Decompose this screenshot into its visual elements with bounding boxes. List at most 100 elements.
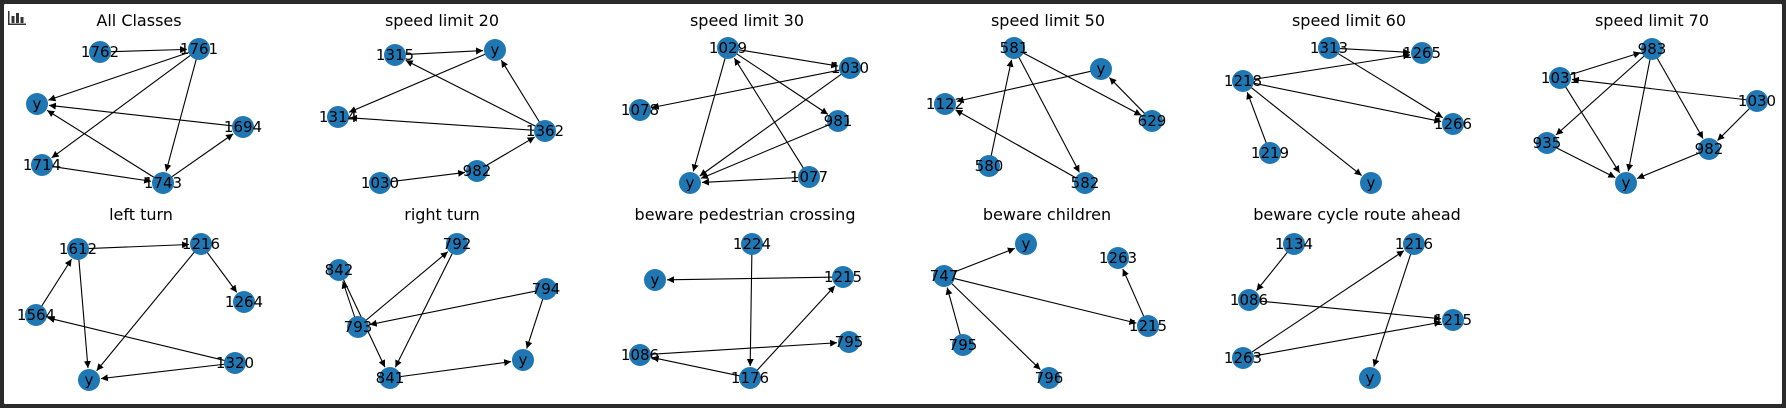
- graph-edge: [733, 57, 806, 172]
- graph-edge: [1248, 250, 1405, 355]
- graph-edge: [1552, 145, 1616, 179]
- graph-edge: [734, 48, 839, 69]
- graph-node: [534, 120, 556, 142]
- graph-node: [188, 38, 210, 60]
- graph-edge: [1717, 105, 1753, 141]
- graph-node-label: 983: [1638, 40, 1667, 58]
- graph-edge: [46, 109, 158, 180]
- graph-edge: [84, 241, 190, 250]
- graph-edge: [949, 247, 1016, 275]
- graph-node-label: 629: [1138, 112, 1167, 130]
- graph-edge: [1016, 53, 1080, 173]
- graph-node: [152, 172, 174, 194]
- graph-edge: [341, 281, 357, 321]
- graph-title: speed limit 60: [1292, 11, 1406, 30]
- graph-edge: [1109, 77, 1148, 117]
- graph-edge: [1249, 81, 1442, 124]
- graph-edge: [699, 71, 845, 177]
- graph-node: [644, 269, 666, 291]
- graph-node: [739, 367, 761, 389]
- graph-node: [233, 291, 255, 313]
- graph-node: [827, 110, 849, 132]
- graph-edge: [401, 47, 484, 56]
- graph-node-label: 1216: [1395, 235, 1433, 253]
- graph-node-label: 1215: [824, 268, 862, 286]
- graph-node-label: y: [33, 95, 42, 113]
- graph-edge: [349, 114, 539, 132]
- graph-node: [934, 93, 956, 115]
- graph-node-label: 796: [1035, 369, 1064, 387]
- graph-node-label: 793: [344, 318, 373, 336]
- graph-title: right turn: [404, 205, 480, 224]
- graph-edge: [405, 59, 540, 129]
- graph-edge: [701, 176, 803, 186]
- graph-edge: [1249, 319, 1442, 358]
- graph-node-label: y: [519, 351, 528, 369]
- graph-node: [89, 41, 111, 63]
- graph-title: beware children: [983, 205, 1111, 224]
- graph-edge: [1571, 76, 1751, 101]
- graph-node-label: y: [1022, 235, 1031, 253]
- graph-edge: [733, 51, 829, 115]
- graph-node: [1259, 142, 1281, 164]
- graph-edge: [1246, 92, 1269, 148]
- graph-edge: [78, 255, 91, 369]
- graph-title: beware cycle route ahead: [1253, 205, 1461, 224]
- graph-node: [232, 116, 254, 138]
- graph-node: [1318, 37, 1340, 59]
- graph-node-label: 1077: [790, 168, 828, 186]
- graph-node-label: 1694: [224, 118, 262, 136]
- graph-edge: [106, 46, 188, 54]
- graph-edge: [394, 249, 455, 368]
- graph-node: [1141, 110, 1163, 132]
- figure-canvas: [4, 4, 1782, 404]
- graph-node: [952, 334, 974, 356]
- graph-node-label: 1219: [1251, 144, 1289, 162]
- graph-node-label: 795: [835, 333, 864, 351]
- graph-node: [369, 172, 391, 194]
- graph-node-label: 1029: [709, 39, 747, 57]
- graph-edge: [482, 136, 535, 169]
- graph-1: speed limit 20 1315 y 1314 1362 1030 982: [319, 11, 564, 194]
- graph-title: All Classes: [96, 11, 181, 30]
- bar-chart-icon[interactable]: [8, 11, 26, 25]
- graph-node: [1360, 172, 1382, 194]
- graph-edge: [950, 277, 1137, 325]
- graph-edge: [1019, 50, 1142, 116]
- graph-node-label: 981: [824, 112, 853, 130]
- graph-edge: [1555, 52, 1648, 136]
- graph-node: [384, 44, 406, 66]
- graph-edge: [525, 295, 545, 349]
- graph-edge: [754, 285, 836, 374]
- graph-node-label: 841: [376, 369, 405, 387]
- graph-node: [25, 304, 47, 326]
- graph-node: [26, 93, 48, 115]
- graph-edge: [646, 339, 838, 356]
- graph-edge: [989, 59, 1014, 160]
- graph-node: [1038, 367, 1060, 389]
- graph-node: [933, 265, 955, 287]
- graph-0: All Classes 1762 1761 y 1694 1714 1743: [23, 11, 262, 194]
- graph-node-label: 1761: [180, 40, 218, 58]
- graph-edge: [1256, 248, 1291, 291]
- graph-8: beware pedestrian crossing 1224 y 1215 1086 7…: [621, 205, 863, 389]
- graph-node-label: 1218: [1224, 72, 1262, 90]
- graph-edge: [96, 248, 198, 372]
- graph-node-label: 1086: [1230, 291, 1268, 309]
- graph-node-label: 842: [325, 261, 354, 279]
- graph-edge: [1247, 84, 1362, 176]
- graph-edge: [1654, 54, 1704, 139]
- graph-node-label: y: [1366, 369, 1375, 387]
- graph-node-label: y: [1367, 174, 1376, 192]
- graph-node: [629, 99, 651, 121]
- graph-node-label: 1030: [361, 174, 399, 192]
- graph-title: speed limit 20: [385, 11, 499, 30]
- graph-node-label: 1315: [376, 46, 414, 64]
- graph-title: speed limit 50: [991, 11, 1105, 30]
- graph-node: [466, 160, 488, 182]
- graph-node-label: 1224: [733, 235, 771, 253]
- graph-node: [347, 316, 369, 338]
- graph-edge: [1249, 52, 1411, 81]
- graph-edge: [100, 363, 229, 382]
- graph-node-label: 1743: [144, 174, 182, 192]
